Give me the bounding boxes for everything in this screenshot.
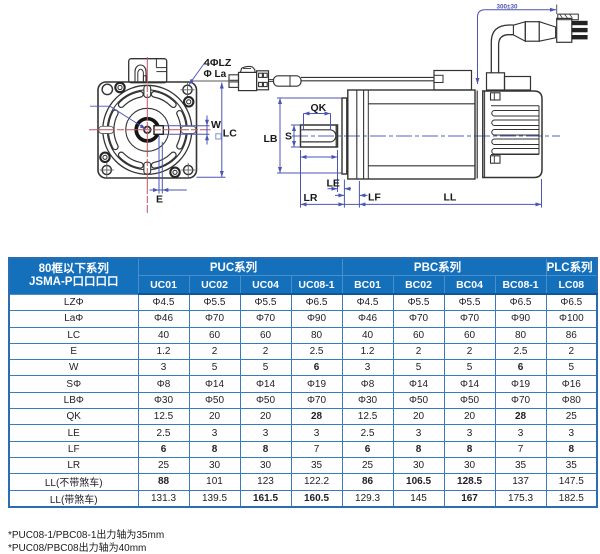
svg-text:E: E [156, 193, 163, 205]
svg-text:LC: LC [223, 127, 237, 139]
svg-text:LE: LE [327, 178, 340, 190]
svg-text:LF: LF [368, 192, 381, 204]
svg-text:LB: LB [264, 133, 278, 145]
svg-text:S: S [285, 131, 292, 143]
svg-text:Φ La: Φ La [204, 69, 227, 80]
svg-text:300±30: 300±30 [497, 3, 518, 10]
svg-text:W: W [211, 119, 221, 131]
svg-text:4ΦLZ: 4ΦLZ [204, 57, 232, 69]
svg-text:QK: QK [311, 102, 327, 114]
svg-text:LR: LR [304, 192, 318, 204]
svg-text:LL: LL [444, 192, 457, 204]
